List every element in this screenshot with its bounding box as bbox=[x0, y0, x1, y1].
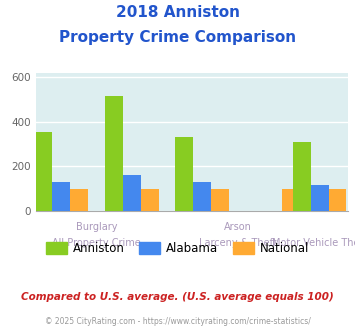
Bar bbox=[70, 189, 88, 211]
Bar bbox=[329, 189, 346, 211]
Text: Compared to U.S. average. (U.S. average equals 100): Compared to U.S. average. (U.S. average … bbox=[21, 292, 334, 302]
Bar bbox=[293, 142, 311, 211]
Legend: Anniston, Alabama, National: Anniston, Alabama, National bbox=[41, 237, 314, 260]
Text: Burglary: Burglary bbox=[76, 222, 117, 232]
Bar bbox=[141, 189, 159, 211]
Bar bbox=[282, 189, 300, 211]
Bar bbox=[34, 132, 53, 211]
Bar bbox=[311, 185, 329, 211]
Text: Larceny & Theft: Larceny & Theft bbox=[199, 238, 277, 248]
Text: © 2025 CityRating.com - https://www.cityrating.com/crime-statistics/: © 2025 CityRating.com - https://www.city… bbox=[45, 317, 310, 326]
Text: Property Crime Comparison: Property Crime Comparison bbox=[59, 30, 296, 45]
Text: Arson: Arson bbox=[224, 222, 251, 232]
Bar bbox=[123, 176, 141, 211]
Bar bbox=[175, 137, 193, 211]
Bar bbox=[105, 96, 123, 211]
Text: Motor Vehicle Theft: Motor Vehicle Theft bbox=[272, 238, 355, 248]
Bar bbox=[53, 182, 70, 211]
Bar bbox=[193, 182, 211, 211]
Bar bbox=[211, 189, 229, 211]
Text: 2018 Anniston: 2018 Anniston bbox=[115, 5, 240, 20]
Text: All Property Crime: All Property Crime bbox=[52, 238, 141, 248]
